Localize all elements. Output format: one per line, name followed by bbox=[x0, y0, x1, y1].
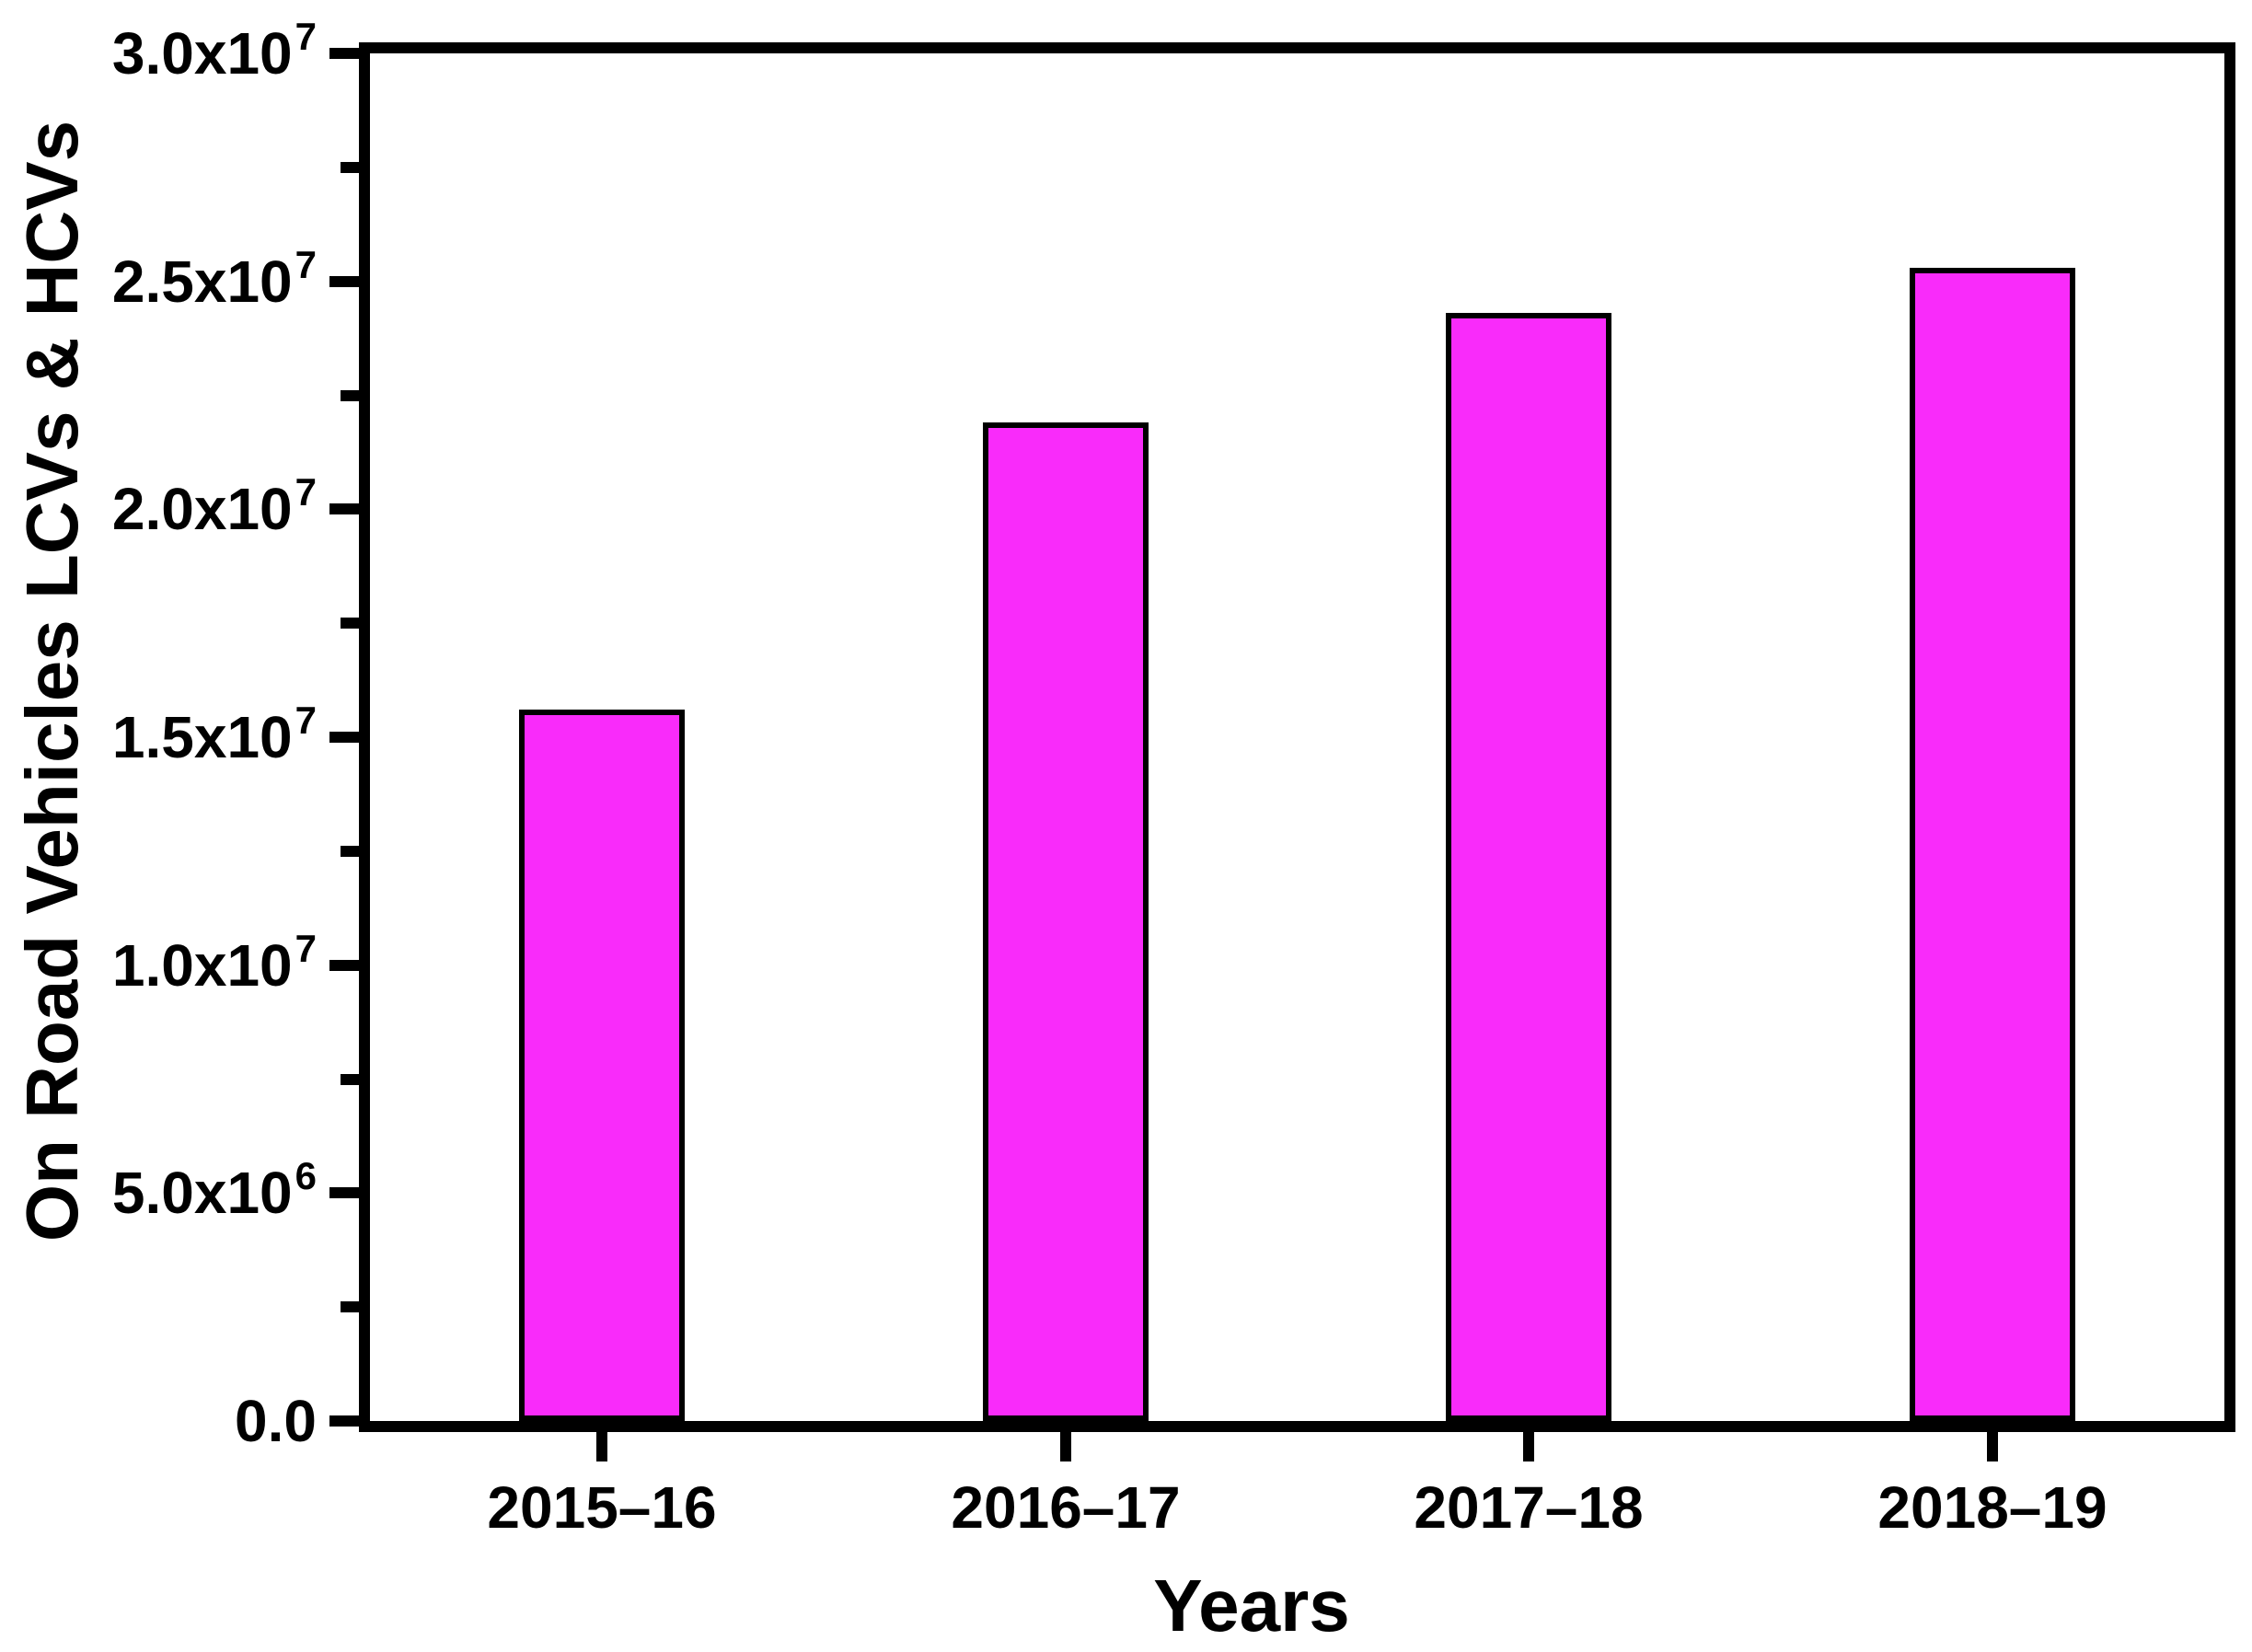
y-minor-tick bbox=[341, 846, 359, 857]
bar-2016–17 bbox=[983, 422, 1149, 1421]
y-tick-exponent: 7 bbox=[294, 470, 317, 514]
y-major-tick bbox=[329, 960, 359, 971]
y-minor-tick bbox=[341, 390, 359, 401]
bar-2017–18 bbox=[1446, 313, 1611, 1421]
y-tick-label: 2.5x107 bbox=[111, 243, 317, 315]
y-tick-label: 1.0x107 bbox=[111, 927, 317, 999]
y-tick-exponent: 7 bbox=[294, 243, 317, 286]
y-major-tick bbox=[329, 1415, 359, 1427]
y-minor-tick bbox=[341, 618, 359, 629]
x-tick-label: 2015–16 bbox=[487, 1474, 717, 1541]
y-tick-exponent: 7 bbox=[294, 699, 317, 742]
y-major-tick bbox=[329, 732, 359, 743]
y-tick-exponent: 7 bbox=[294, 15, 317, 58]
x-tick bbox=[596, 1432, 607, 1461]
y-tick-label: 3.0x107 bbox=[111, 15, 317, 87]
bar-2018–19 bbox=[1910, 268, 2075, 1421]
x-tick-label: 2018–19 bbox=[1877, 1474, 2108, 1541]
y-tick-exponent: 6 bbox=[294, 1154, 317, 1197]
y-major-tick bbox=[329, 503, 359, 514]
y-minor-tick bbox=[341, 162, 359, 173]
x-tick bbox=[1523, 1432, 1534, 1461]
y-minor-tick bbox=[341, 1074, 359, 1085]
x-tick-label: 2017–18 bbox=[1414, 1474, 1644, 1541]
x-tick-label: 2016–17 bbox=[951, 1474, 1181, 1541]
y-major-tick bbox=[329, 276, 359, 287]
plot-area bbox=[359, 42, 2235, 1432]
bar-2015–16 bbox=[519, 710, 685, 1421]
y-major-tick bbox=[329, 48, 359, 59]
x-tick bbox=[1060, 1432, 1071, 1461]
x-tick bbox=[1987, 1432, 1998, 1461]
y-tick-label: 2.0x107 bbox=[111, 470, 317, 542]
y-major-tick bbox=[329, 1187, 359, 1198]
y-tick-label: 5.0x106 bbox=[111, 1154, 317, 1226]
y-tick-label: 0.0 bbox=[235, 1388, 317, 1454]
y-tick-exponent: 7 bbox=[294, 927, 317, 970]
y-tick-label: 1.5x107 bbox=[111, 699, 317, 770]
x-axis-title: Years bbox=[1153, 1565, 1350, 1646]
y-minor-tick bbox=[341, 1301, 359, 1312]
